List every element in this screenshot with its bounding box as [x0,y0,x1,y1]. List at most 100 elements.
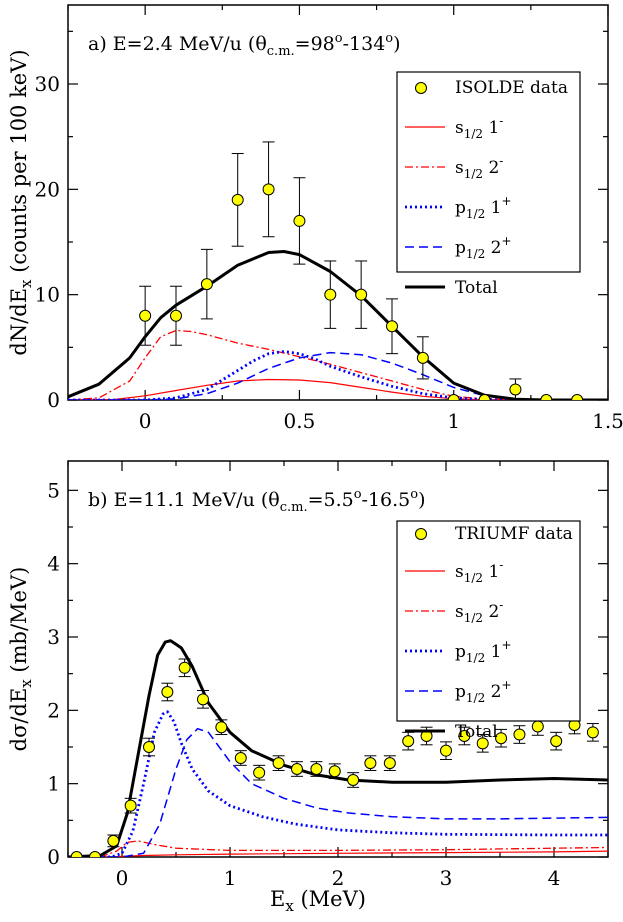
data-point [495,732,508,745]
curve-s12_2m [68,329,608,400]
data-point [139,309,152,322]
legend-label-p12_2p: p1/2 2+ [455,678,512,705]
data-point [416,351,429,364]
data-point [447,394,460,400]
curve-s12_2m [68,840,608,857]
y-axis-title: dσ/dEx (mb/MeV) [7,567,35,752]
data-point [124,799,137,812]
curves [68,250,608,400]
plot-frame [67,4,609,401]
data-point [324,288,337,301]
data-point [170,309,182,322]
data-point [293,214,306,227]
data-point [215,721,228,734]
curve-s12_1m [68,378,608,400]
data-point [234,752,247,764]
data-point [513,728,526,741]
x-tick-label: 0.5 [284,409,316,433]
curves [68,639,608,857]
data-point [478,394,491,400]
x-tick-label: 2 [332,866,345,890]
data-point [476,737,489,750]
panel-b: 0 1 2 3 4 0 1 2 3 4 5 dσ/dEx (mb/MeV) Ex (MeV) b) E=1… [7,460,609,915]
legend-label-p12_1p: p1/2 1+ [455,638,512,665]
y-tick-label: 1 [47,772,60,796]
data-point [383,757,396,770]
panel-title: b) E=11.1 MeV/u (θc.m.=5.5o-16.5o) [88,487,426,515]
panel-title: a) E=2.4 MeV/u (θc.m.=98o-134o) [88,31,401,59]
legend-label-s12_2m: s1/2 2- [455,598,503,625]
legend-label-total: Total [455,278,498,298]
data-point [364,757,377,770]
legend-label-s12_1m: s1/2 1- [455,558,503,585]
curve-total [68,250,608,400]
curve-p12_1p [68,710,608,857]
legend-label-s12_2m: s1/2 2- [455,154,503,181]
legend-label-s12_1m: s1/2 1- [455,114,503,141]
y-tick-label: 2 [47,698,60,722]
data-points [139,141,584,400]
data-point [347,774,360,786]
data-point [253,766,266,779]
y-tick-label: 0 [47,388,60,412]
y-tick-label: 0 [47,845,60,869]
data-point [458,730,471,742]
x-axis-title: Ex (MeV) [270,887,366,915]
data-point [550,735,563,748]
data-point [262,183,275,196]
legend-box [396,520,581,722]
y-tick-label: 20 [35,177,60,201]
data-point [328,765,341,778]
curve-p12_1p [68,350,608,400]
legend-label-data: ISOLDE data [455,78,568,98]
y-tick-label: 30 [35,72,60,96]
x-tick-label: 1 [224,866,237,890]
data-point [89,851,101,857]
data-point [509,383,522,396]
data-point [440,744,452,757]
legend-box [396,71,581,273]
data-point [200,278,213,291]
data-point [586,726,599,739]
legend-label-p12_1p: p1/2 1+ [455,194,512,221]
legend-label-total: Total [455,722,498,742]
y-tick-label: 5 [47,478,60,502]
curve-p12_2p [68,727,608,857]
data-point [161,686,174,698]
legend-marker-data [415,528,427,540]
legend-label-data: TRIUMF data [455,524,573,544]
data-point [107,834,120,847]
legend: TRIUMF data s1/2 1- s1/2 2- p1/2 1+ p1/2 2+ T… [396,520,581,742]
data-point [272,757,285,770]
data-point [290,763,303,775]
data-point [540,394,553,400]
y-tick-label: 10 [35,283,60,307]
data-point [386,320,398,333]
x-tick-label: 3 [440,866,453,890]
x-tick-label: 4 [548,866,561,890]
data-point [355,288,368,301]
y-tick-label: 4 [47,552,60,576]
x-tick-label: 1 [447,409,460,433]
curve-p12_2p [68,351,608,400]
y-axis-title: dN/dEx (counts per 100 keV) [7,49,35,355]
data-point [402,735,415,748]
legend: ISOLDE data s1/2 1- s1/2 2- p1/2 1+ p1/2 2+ T… [396,71,581,298]
data-point [231,193,244,206]
legend-label-p12_2p: p1/2 2+ [455,234,512,261]
legend-marker-data [415,82,427,94]
data-point [571,394,584,400]
x-tick-label: 0 [139,409,152,433]
data-point [143,741,155,753]
data-point [310,763,323,775]
data-points [70,658,599,857]
curve-total [68,639,608,857]
x-tick-label: 0 [116,866,129,890]
y-tick-label: 3 [47,625,60,649]
data-point [531,720,544,733]
data-point [70,851,83,857]
data-point [178,661,191,674]
data-point [197,693,209,706]
